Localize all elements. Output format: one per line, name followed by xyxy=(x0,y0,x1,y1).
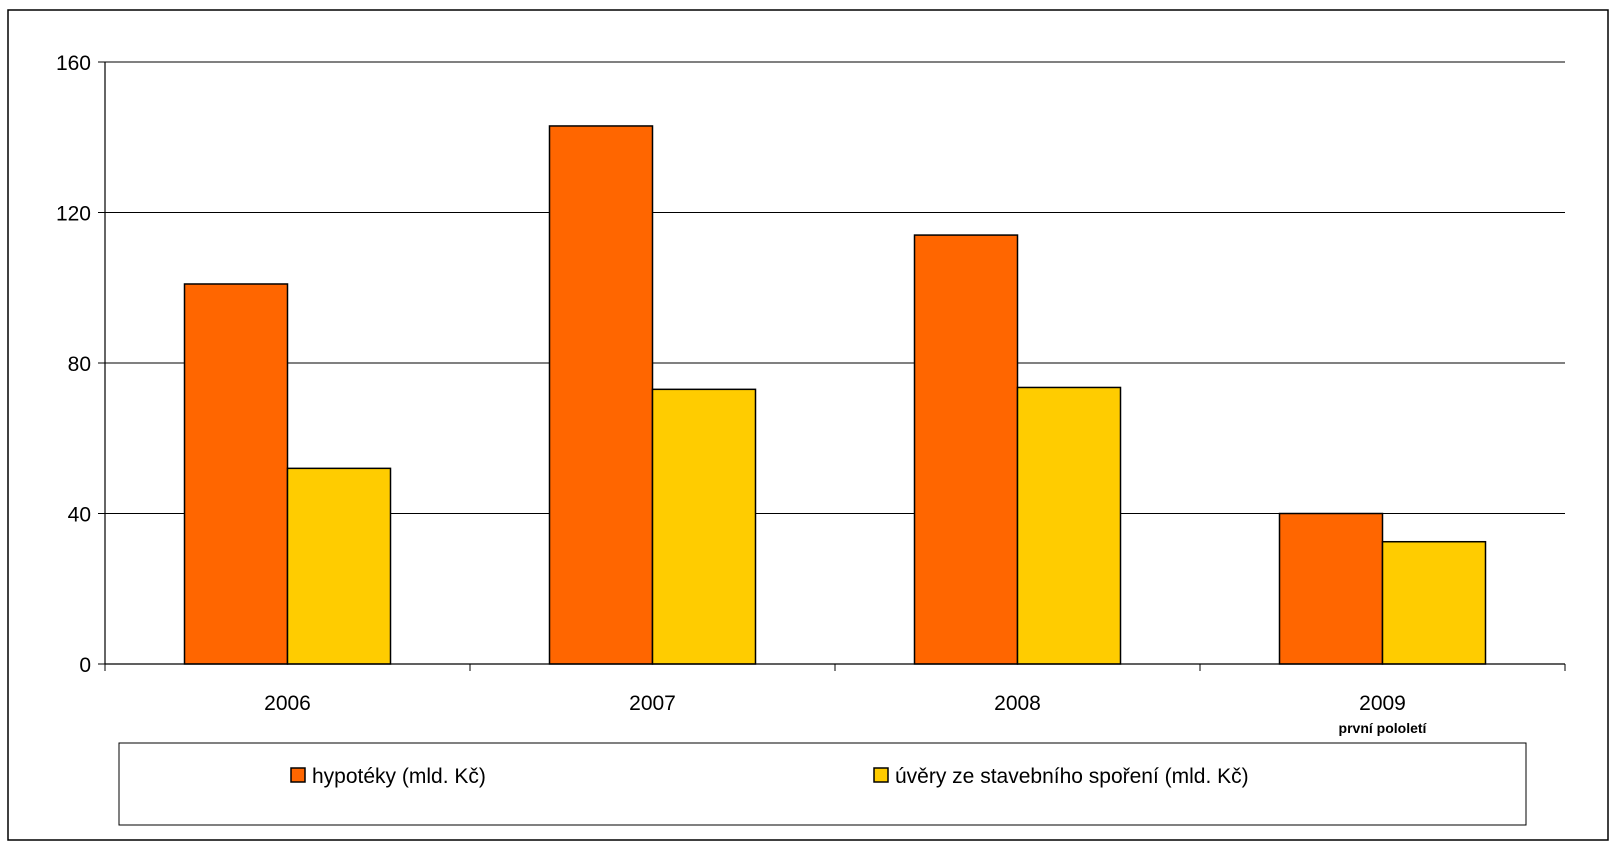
legend: hypotéky (mld. Kč) úvěry ze stavebního sp… xyxy=(118,742,1527,826)
x-tick-label: 2006 xyxy=(264,692,311,715)
legend-swatch xyxy=(873,767,889,783)
legend-swatch xyxy=(290,767,306,783)
bar-2007-series-2 xyxy=(651,388,757,665)
y-tick-label: 0 xyxy=(79,654,91,677)
legend-label: hypotéky (mld. Kč) xyxy=(312,765,486,788)
legend-label: úvěry ze stavebního spoření (mld. Kč) xyxy=(895,765,1249,788)
y-tick-label: 80 xyxy=(68,353,91,376)
bar-2008-series-1 xyxy=(913,234,1019,665)
x-tick-label: 2008 xyxy=(994,692,1041,715)
x-tick-sublabel: první pololetí xyxy=(1339,720,1428,736)
y-tick-label: 40 xyxy=(68,504,91,527)
y-tick-label: 120 xyxy=(56,203,91,226)
bar-2006-series-1 xyxy=(183,283,289,665)
x-tick-label: 2009 xyxy=(1359,692,1406,715)
bars xyxy=(183,125,1487,665)
y-tick-label: 160 xyxy=(56,52,91,75)
bar-2007-series-1 xyxy=(548,125,654,665)
bar-2009-series-2 xyxy=(1381,540,1487,665)
axes: 0 40 80 120 160 2006 2007 2008 2009 první pololet… xyxy=(56,52,1566,736)
x-tick-label: 2007 xyxy=(629,692,676,715)
legend-box xyxy=(118,742,1527,826)
bar-2008-series-2 xyxy=(1016,386,1122,665)
bar-2009-series-1 xyxy=(1278,512,1384,665)
bar-2006-series-2 xyxy=(286,467,392,665)
